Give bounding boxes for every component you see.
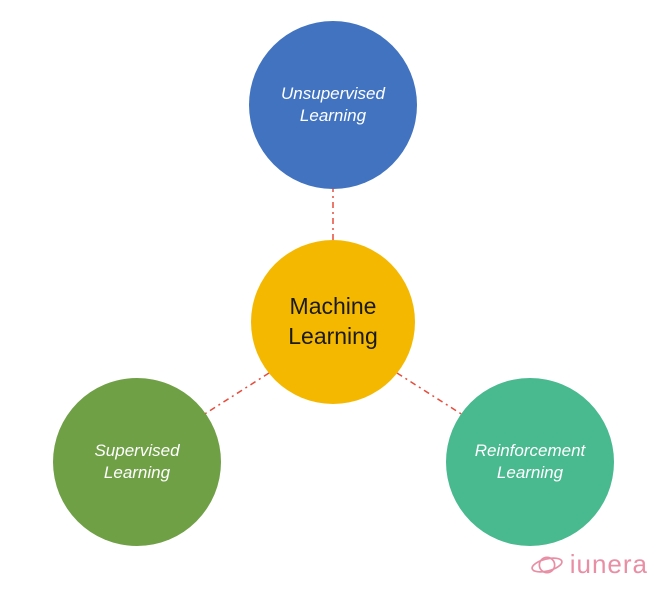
- center-node-machine-learning: MachineLearning: [251, 240, 415, 404]
- node-label-unsupervised: UnsupervisedLearning: [281, 83, 385, 127]
- node-reinforcement-learning: ReinforcementLearning: [446, 378, 614, 546]
- node-supervised-learning: SupervisedLearning: [53, 378, 221, 546]
- watermark-text: iunera: [570, 549, 648, 580]
- node-label-reinforcement: ReinforcementLearning: [475, 440, 586, 484]
- connector-line: [397, 373, 466, 417]
- ml-diagram: MachineLearning UnsupervisedLearning Sup…: [0, 0, 666, 590]
- planet-icon: [530, 553, 564, 577]
- node-label-supervised: SupervisedLearning: [94, 440, 179, 484]
- node-unsupervised-learning: UnsupervisedLearning: [249, 21, 417, 189]
- watermark: iunera: [530, 549, 648, 580]
- center-node-label: MachineLearning: [288, 292, 378, 352]
- connector-line: [200, 373, 269, 417]
